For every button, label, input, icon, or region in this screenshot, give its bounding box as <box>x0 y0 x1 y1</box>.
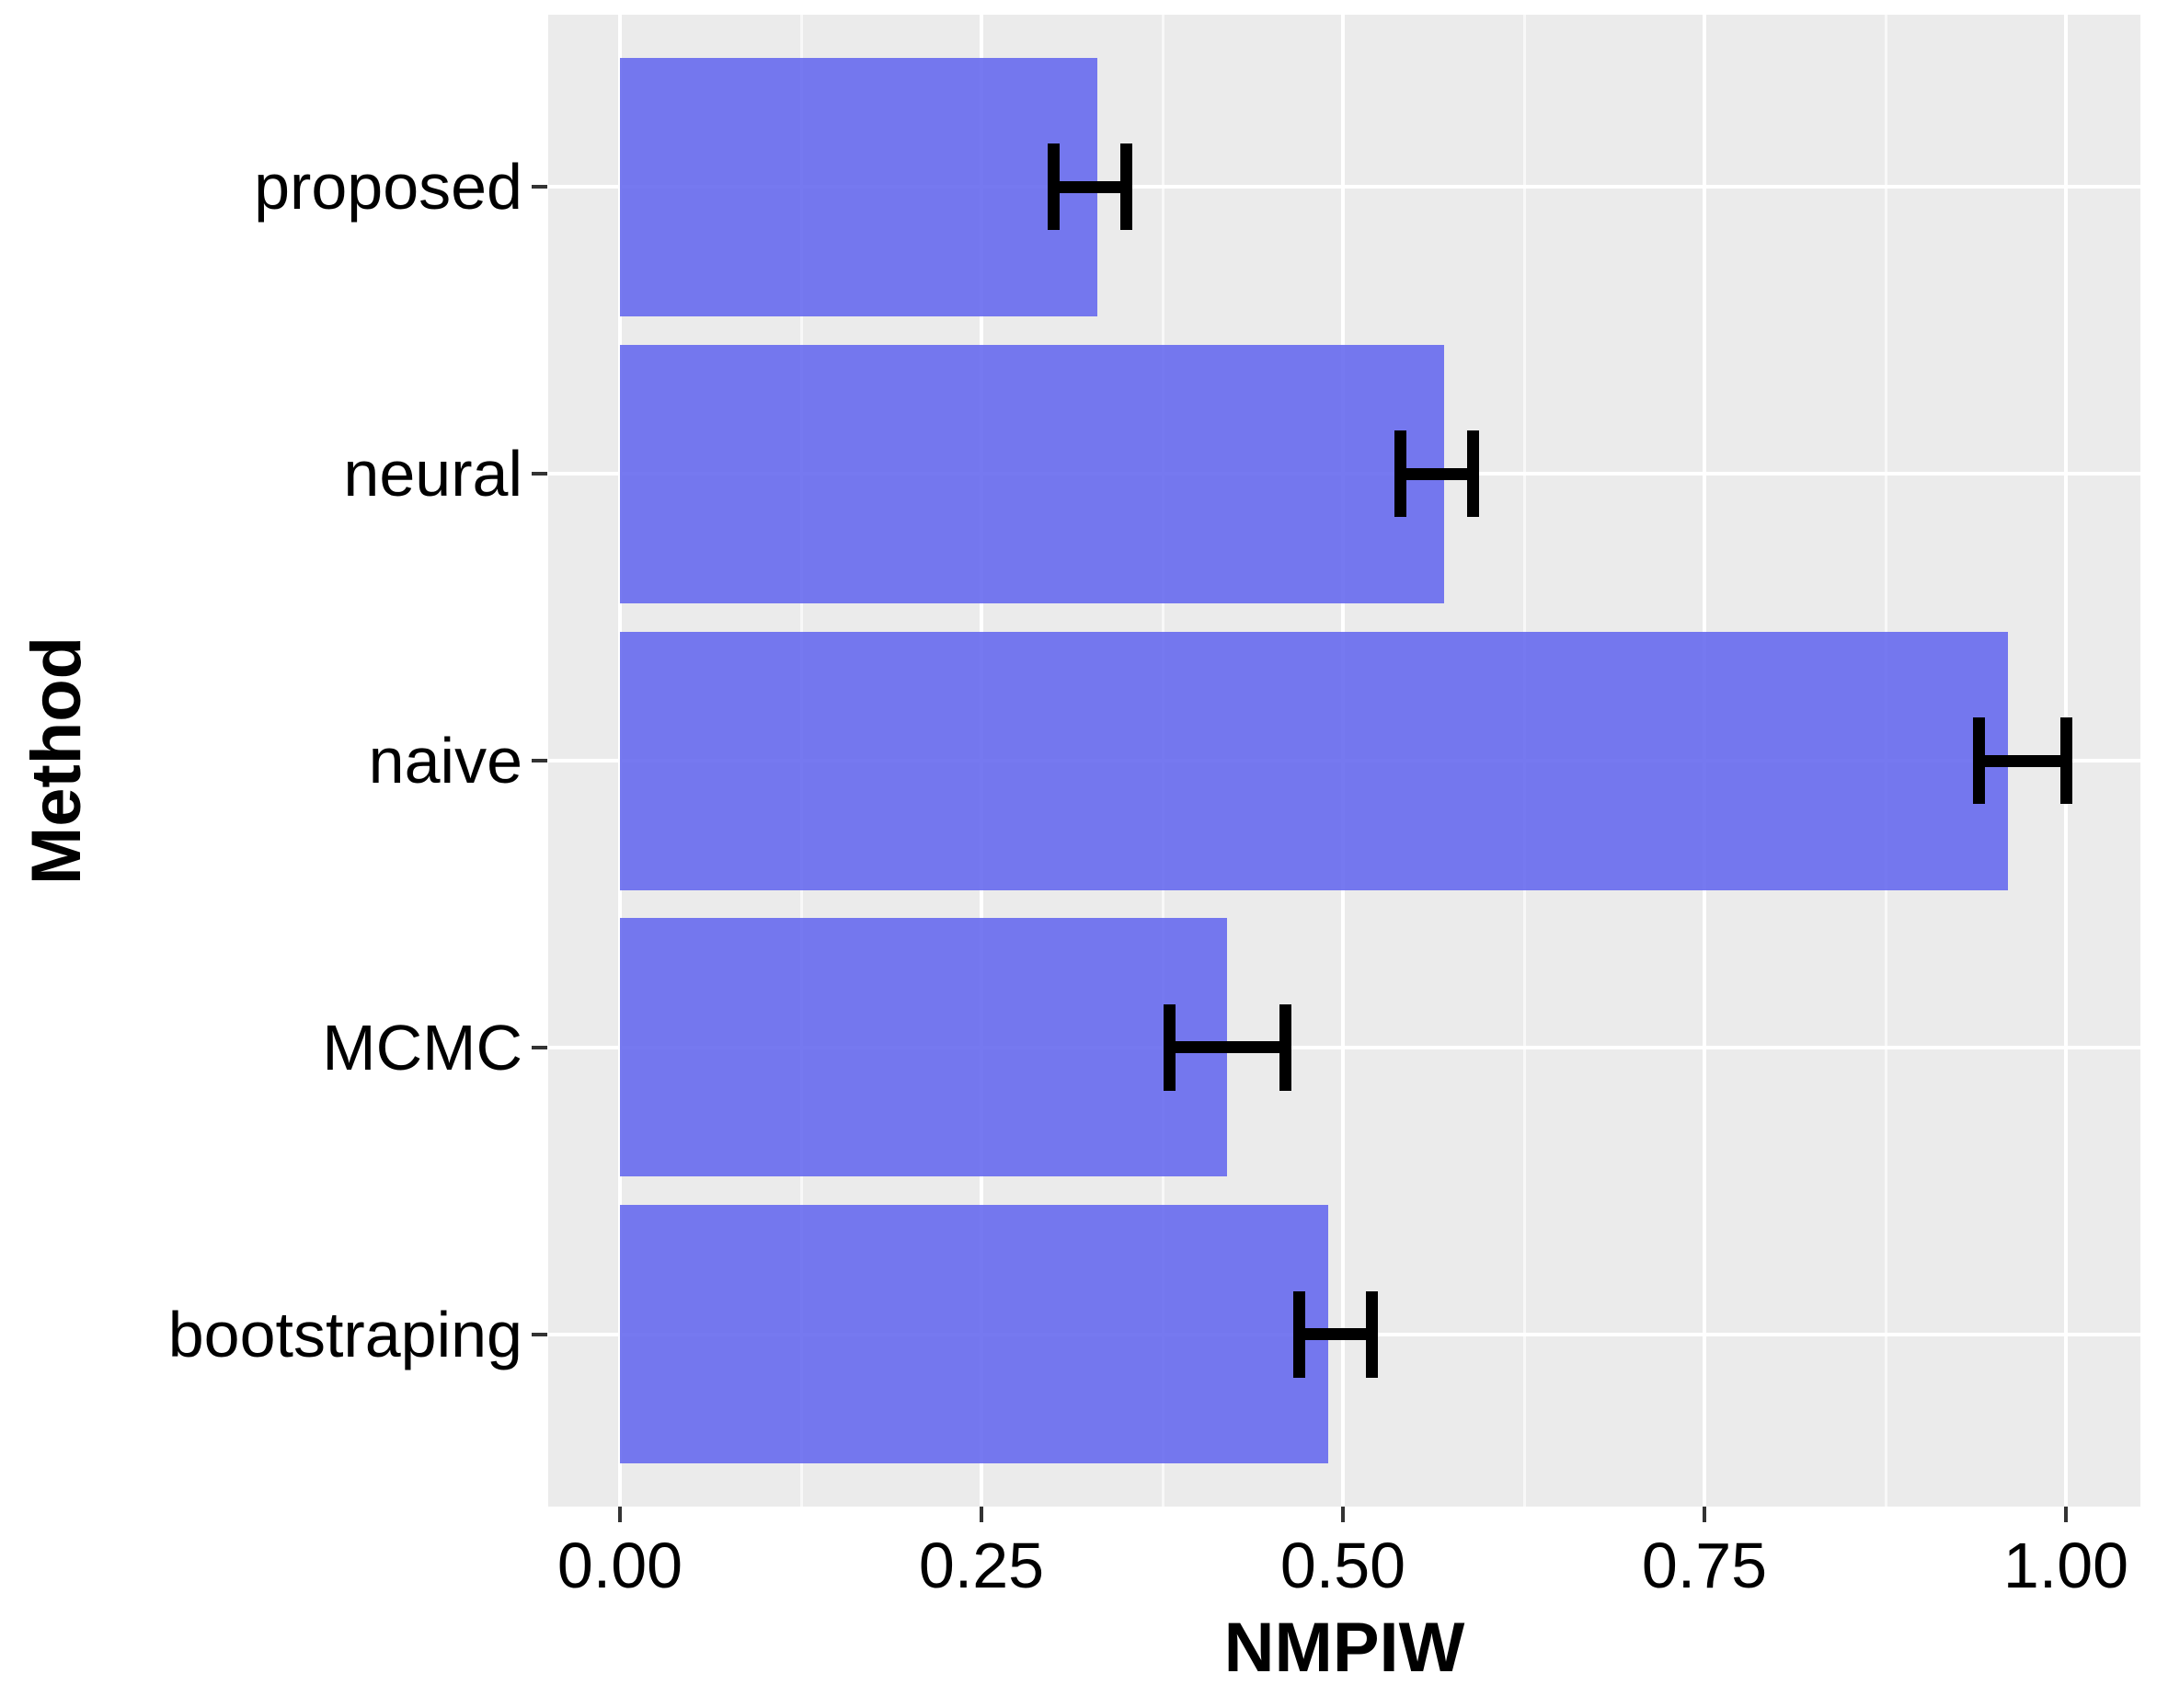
errorbar-line-bootstraping <box>1299 1328 1372 1341</box>
y-axis-tick-label-MCMC: MCMC <box>322 1011 522 1083</box>
errorbar-cap-low-naive <box>1973 717 1986 804</box>
errorbar-line-proposed <box>1053 180 1127 193</box>
y-axis-tick <box>532 1045 547 1049</box>
y-axis-tick <box>532 1332 547 1336</box>
gridline-major-horizontal <box>548 185 2140 189</box>
y-axis-tick-label-bootstraping: bootstraping <box>167 1298 522 1370</box>
y-axis-tick-label-naive: naive <box>368 725 522 797</box>
y-axis-tick <box>532 759 547 762</box>
y-axis-tick-label-proposed: proposed <box>254 151 522 224</box>
errorbar-cap-low-proposed <box>1048 143 1061 231</box>
x-axis-tick <box>618 1507 622 1522</box>
errorbar-cap-high-bootstraping <box>1365 1290 1378 1378</box>
errorbar-cap-low-MCMC <box>1163 1003 1176 1091</box>
x-axis-title: NMPIW <box>1223 1609 1465 1687</box>
errorbar-cap-high-proposed <box>1119 143 1132 231</box>
errorbar-line-neural <box>1400 467 1474 480</box>
bar-MCMC <box>620 918 1228 1177</box>
y-axis-tick <box>532 472 547 476</box>
x-axis-tick <box>1703 1507 1706 1522</box>
x-axis-tick-label: 0.50 <box>1279 1530 1406 1601</box>
x-axis-tick <box>2064 1507 2068 1522</box>
bar-bootstraping <box>620 1205 1329 1464</box>
bar-proposed <box>620 57 1097 316</box>
y-axis-tick-label-neural: neural <box>343 438 522 510</box>
gridline-major-horizontal <box>548 1045 2140 1049</box>
bar-naive <box>620 631 2009 890</box>
errorbar-cap-high-naive <box>2059 717 2072 804</box>
plot-panel <box>548 15 2140 1507</box>
x-axis-tick <box>980 1507 983 1522</box>
bar-neural <box>620 344 1445 603</box>
x-axis-tick <box>1341 1507 1345 1522</box>
errorbar-cap-low-neural <box>1394 430 1407 518</box>
errorbar-line-naive <box>1979 754 2066 767</box>
x-axis-tick-label: 0.25 <box>918 1530 1045 1601</box>
y-axis-tick <box>532 185 547 189</box>
errorbar-cap-high-MCMC <box>1279 1003 1291 1091</box>
x-axis-tick-label: 0.75 <box>1641 1530 1768 1601</box>
x-axis-tick-label: 1.00 <box>2002 1530 2129 1601</box>
errorbar-cap-low-bootstraping <box>1293 1290 1306 1378</box>
errorbar-line-MCMC <box>1169 1041 1286 1054</box>
x-axis-tick-label: 0.00 <box>556 1530 683 1601</box>
errorbar-cap-high-neural <box>1466 430 1479 518</box>
